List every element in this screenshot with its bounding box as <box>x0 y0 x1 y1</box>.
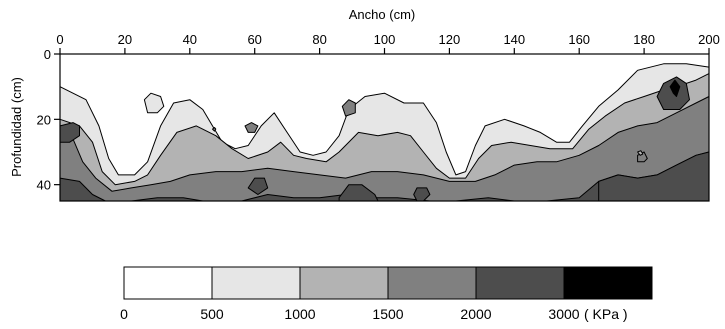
x-tick-label-160: 160 <box>568 32 590 47</box>
legend-swatch-3 <box>387 266 477 300</box>
legend-swatch-2 <box>299 266 389 300</box>
legend-break-0: 0 <box>120 306 128 322</box>
legend-swatch-1 <box>211 266 301 300</box>
x-tick-label-180: 180 <box>633 32 655 47</box>
contour-patch-1500-1 <box>341 99 356 117</box>
legend-break-1500: 1500 <box>372 306 403 322</box>
y-axis: 0 20 40 <box>37 47 60 193</box>
x-tick-label-20: 20 <box>118 32 132 47</box>
legend-swatch-5 <box>563 266 653 300</box>
legend-break-3000: 3000 <box>548 306 579 322</box>
x-tick-label-80: 80 <box>312 32 326 47</box>
legend-unit: ( KPa ) <box>584 306 628 322</box>
y-tick-label-20: 20 <box>37 112 51 127</box>
contour-band-1500 <box>59 96 710 202</box>
legend-break-500: 500 <box>200 306 224 322</box>
contour-patch-1000-12 <box>637 150 644 156</box>
x-axis-label: Ancho (cm) <box>349 7 415 22</box>
legend-break-2000: 2000 <box>460 306 491 322</box>
legend: 0 500 1000 1500 2000 3000 ( KPa ) <box>120 266 653 322</box>
contour-fills <box>59 54 710 202</box>
x-tick-label-140: 140 <box>503 32 525 47</box>
x-axis: 0 20 40 60 80 100 120 140 160 180 200 <box>56 32 720 54</box>
x-tick-label-0: 0 <box>56 32 63 47</box>
contour-patch-3000-10 <box>669 79 681 97</box>
y-tick-label-0: 0 <box>44 47 51 62</box>
contour-patch-1500-2 <box>244 122 259 133</box>
y-axis-label: Profundidad (cm) <box>9 77 24 177</box>
x-tick-label-120: 120 <box>439 32 461 47</box>
x-tick-label-60: 60 <box>247 32 261 47</box>
legend-break-1000: 1000 <box>284 306 315 322</box>
contour-patch-1500-3 <box>212 127 217 132</box>
legend-swatch-4 <box>475 266 565 300</box>
legend-swatch-0 <box>123 266 213 300</box>
x-tick-label-100: 100 <box>374 32 396 47</box>
y-tick-label-40: 40 <box>37 178 51 193</box>
contour-patch-500-0 <box>143 92 165 114</box>
x-tick-label-200: 200 <box>698 32 720 47</box>
x-tick-label-40: 40 <box>183 32 197 47</box>
contour-patch-2000-6 <box>247 177 269 195</box>
